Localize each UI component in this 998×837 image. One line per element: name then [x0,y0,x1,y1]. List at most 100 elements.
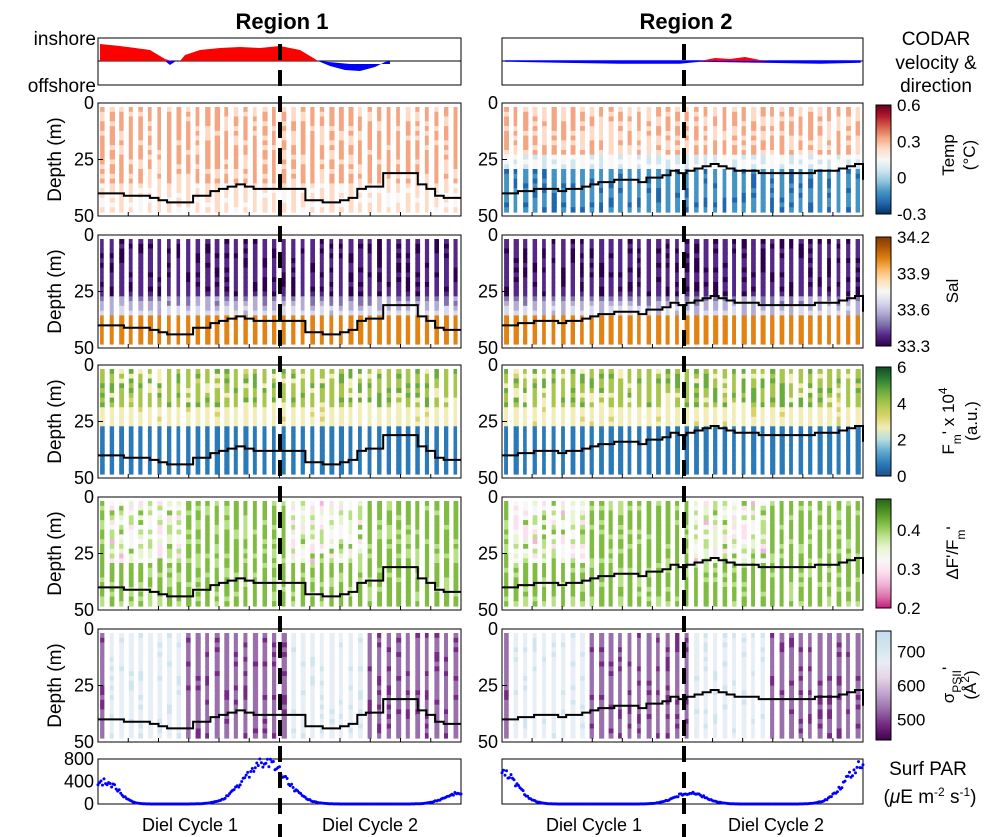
heatmap-cell [348,140,354,146]
heatmap-cell [176,291,181,297]
heatmap-cell [348,469,353,475]
heatmap-cell [396,369,402,375]
heatmap-cell [338,305,343,312]
heatmap-cell [732,315,736,321]
heatmap-cell [338,320,343,326]
heatmap-cell [338,440,344,446]
heatmap-cell [513,450,519,456]
heatmap-cell [386,258,391,264]
heatmap-cell [760,173,766,180]
heatmap-cell [100,202,105,208]
heatmap-cell [561,469,565,475]
heatmap-cell [367,459,372,466]
heatmap-cell [694,402,699,408]
heatmap-cell [580,320,584,326]
heatmap-cell [646,183,652,189]
heatmap-cell [599,329,605,336]
heatmap-cell [272,111,276,118]
heatmap-cell [300,435,305,442]
heatmap-cell [186,173,191,180]
heatmap-cell [405,454,411,461]
heatmap-cell [205,277,211,283]
heatmap-cell [109,445,115,451]
heatmap-cell [513,192,518,199]
heatmap-cell [329,339,334,345]
heatmap-cell [532,145,538,151]
heatmap-cell [329,111,335,118]
heatmap-cell [262,426,267,432]
heatmap-cell [157,450,162,456]
heatmap-cell [808,253,813,259]
heatmap-cell [732,324,736,331]
heatmap-cell [119,416,124,423]
heatmap-cell [589,416,594,423]
heatmap-cell [205,392,210,399]
heatmap-cell [167,459,172,466]
heatmap-cell [789,464,793,470]
heatmap-cell [252,301,258,307]
heatmap-cell [310,373,315,380]
heatmap-cell [310,426,315,432]
heatmap-cell [665,301,670,307]
heatmap-cell [656,262,662,269]
heatmap-cell [109,459,115,466]
heatmap-cell [434,282,439,288]
heatmap-cell [532,248,538,254]
heatmap-cell [453,369,458,375]
heatmap-cell [684,416,689,423]
heatmap-cell [444,282,449,288]
heatmap-cell [627,412,632,418]
heatmap-cell [329,450,335,456]
heatmap-cell [656,272,662,278]
heatmap-cell [789,388,793,394]
heatmap-cell [224,416,230,423]
heatmap-cell [176,454,181,461]
heatmap-cell [779,164,785,170]
heatmap-cell [186,412,191,418]
heatmap-cell [157,407,162,413]
heatmap-cell [779,145,785,151]
region-2-title: Region 2 [640,9,733,34]
heatmap-cell [732,402,736,408]
heatmap-cell [846,334,851,340]
heatmap-cell [608,258,614,264]
heatmap-cell [618,339,623,345]
heatmap-cell [656,320,662,326]
heatmap-cell [570,140,576,146]
heatmap-cell [855,296,860,302]
heatmap-cell [513,339,519,345]
heatmap-cell [434,339,439,345]
heatmap-cell [665,402,671,408]
heatmap-cell [675,440,680,446]
heatmap-cell [119,315,125,321]
heatmap-cell [100,464,105,470]
heatmap-cell [348,130,354,137]
heatmap-cell [444,116,449,122]
heatmap-cell [846,126,851,132]
heatmap-cell [589,173,595,180]
heatmap-cell [551,464,556,470]
heatmap-cell [675,135,680,141]
heatmap-cell [138,267,144,273]
heatmap-cell [551,305,556,312]
heatmap-cell [214,397,220,403]
heatmap-cell [281,459,286,466]
heatmap-cell [703,267,709,273]
heatmap-cell [157,126,161,132]
heatmap-cell [272,207,276,213]
heatmap-cell [732,426,736,432]
heatmap-cell [580,450,585,456]
heatmap-cell [789,378,793,384]
heatmap-cell [300,239,305,245]
heatmap-cell [224,426,230,432]
heatmap-cell [434,140,439,146]
heatmap-cell [396,324,402,331]
heatmap-cell [310,324,315,331]
heatmap-cell [656,173,662,180]
heatmap-cell [167,407,172,413]
heatmap-cell [855,188,860,194]
heatmap-cell [396,388,402,394]
heatmap-cell [779,464,785,470]
heatmap-cell [798,373,804,380]
heatmap-cell [358,192,362,199]
